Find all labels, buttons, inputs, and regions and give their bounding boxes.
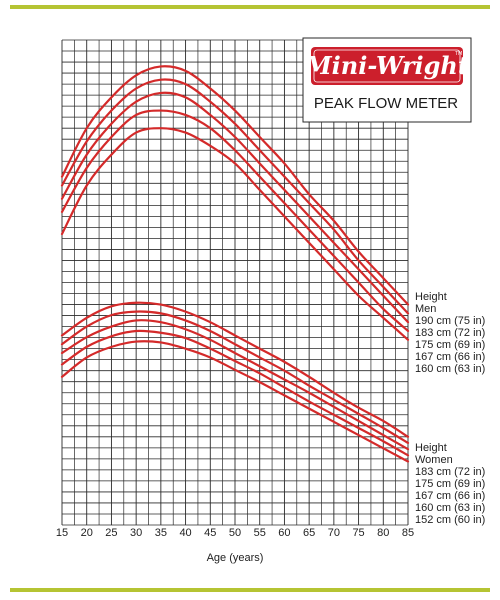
- curve-men-4: [60, 109, 410, 333]
- top-rule: [10, 5, 490, 9]
- x-axis-label: Age (years): [207, 552, 264, 564]
- x-axis-ticks: 15 20 25 30 35 40 45 50 55 60 65 70 75 80 85: [56, 527, 414, 539]
- logo: Mini-Wright TM PEAK FLOW METER: [302, 37, 472, 123]
- curve-women-1: [60, 301, 410, 438]
- legend-entry: 175 cm (69 in): [415, 339, 485, 351]
- logo-product-text: PEAK FLOW METER: [314, 95, 458, 112]
- curve-men-2: [60, 78, 410, 315]
- x-tick-label: 50: [229, 527, 241, 539]
- x-tick-label: 20: [81, 527, 93, 539]
- legend-subheading: Women: [415, 454, 453, 466]
- x-tick-label: 25: [105, 527, 117, 539]
- legend-heading: Height: [415, 442, 447, 454]
- x-tick-label: 70: [328, 527, 340, 539]
- logo-banner: [311, 47, 463, 85]
- bottom-rule: [10, 588, 490, 592]
- legend-subheading: Men: [415, 303, 436, 315]
- legend-entry: 175 cm (69 in): [415, 478, 485, 490]
- x-tick-label: 45: [204, 527, 216, 539]
- curve-men-5: [60, 127, 410, 341]
- x-tick-label: 30: [130, 527, 142, 539]
- legend-entry: 167 cm (66 in): [415, 490, 485, 502]
- curve-women-3: [60, 319, 410, 451]
- legend-entry: 160 cm (63 in): [415, 363, 485, 375]
- x-tick-label: 85: [402, 527, 414, 539]
- x-tick-label: 60: [278, 527, 290, 539]
- x-tick-label: 80: [377, 527, 389, 539]
- curve-men-3: [60, 91, 410, 324]
- legend-entry: 183 cm (72 in): [415, 327, 485, 339]
- logo-trademark: TM: [455, 51, 462, 57]
- curve-women-5: [60, 340, 410, 463]
- x-tick-label: 15: [56, 527, 68, 539]
- x-tick-label: 75: [352, 527, 364, 539]
- x-tick-label: 55: [254, 527, 266, 539]
- legend-heading: Height: [415, 291, 447, 303]
- x-tick-label: 65: [303, 527, 315, 539]
- x-tick-label: 40: [179, 527, 191, 539]
- legend-entry: 167 cm (66 in): [415, 351, 485, 363]
- logo-banner-inner-line: [313, 49, 461, 83]
- legend-entry: 190 cm (75 in): [415, 315, 485, 327]
- curve-women-2: [60, 310, 410, 445]
- curve-women-4: [60, 329, 410, 457]
- legend-entry: 152 cm (60 in): [415, 514, 485, 526]
- x-tick-label: 35: [155, 527, 167, 539]
- logo-brand-text: Mini-Wright: [304, 51, 469, 80]
- legend-entry: 160 cm (63 in): [415, 502, 485, 514]
- curves: [60, 65, 410, 463]
- curve-men-1: [60, 65, 410, 306]
- legend-entry: 183 cm (72 in): [415, 466, 485, 478]
